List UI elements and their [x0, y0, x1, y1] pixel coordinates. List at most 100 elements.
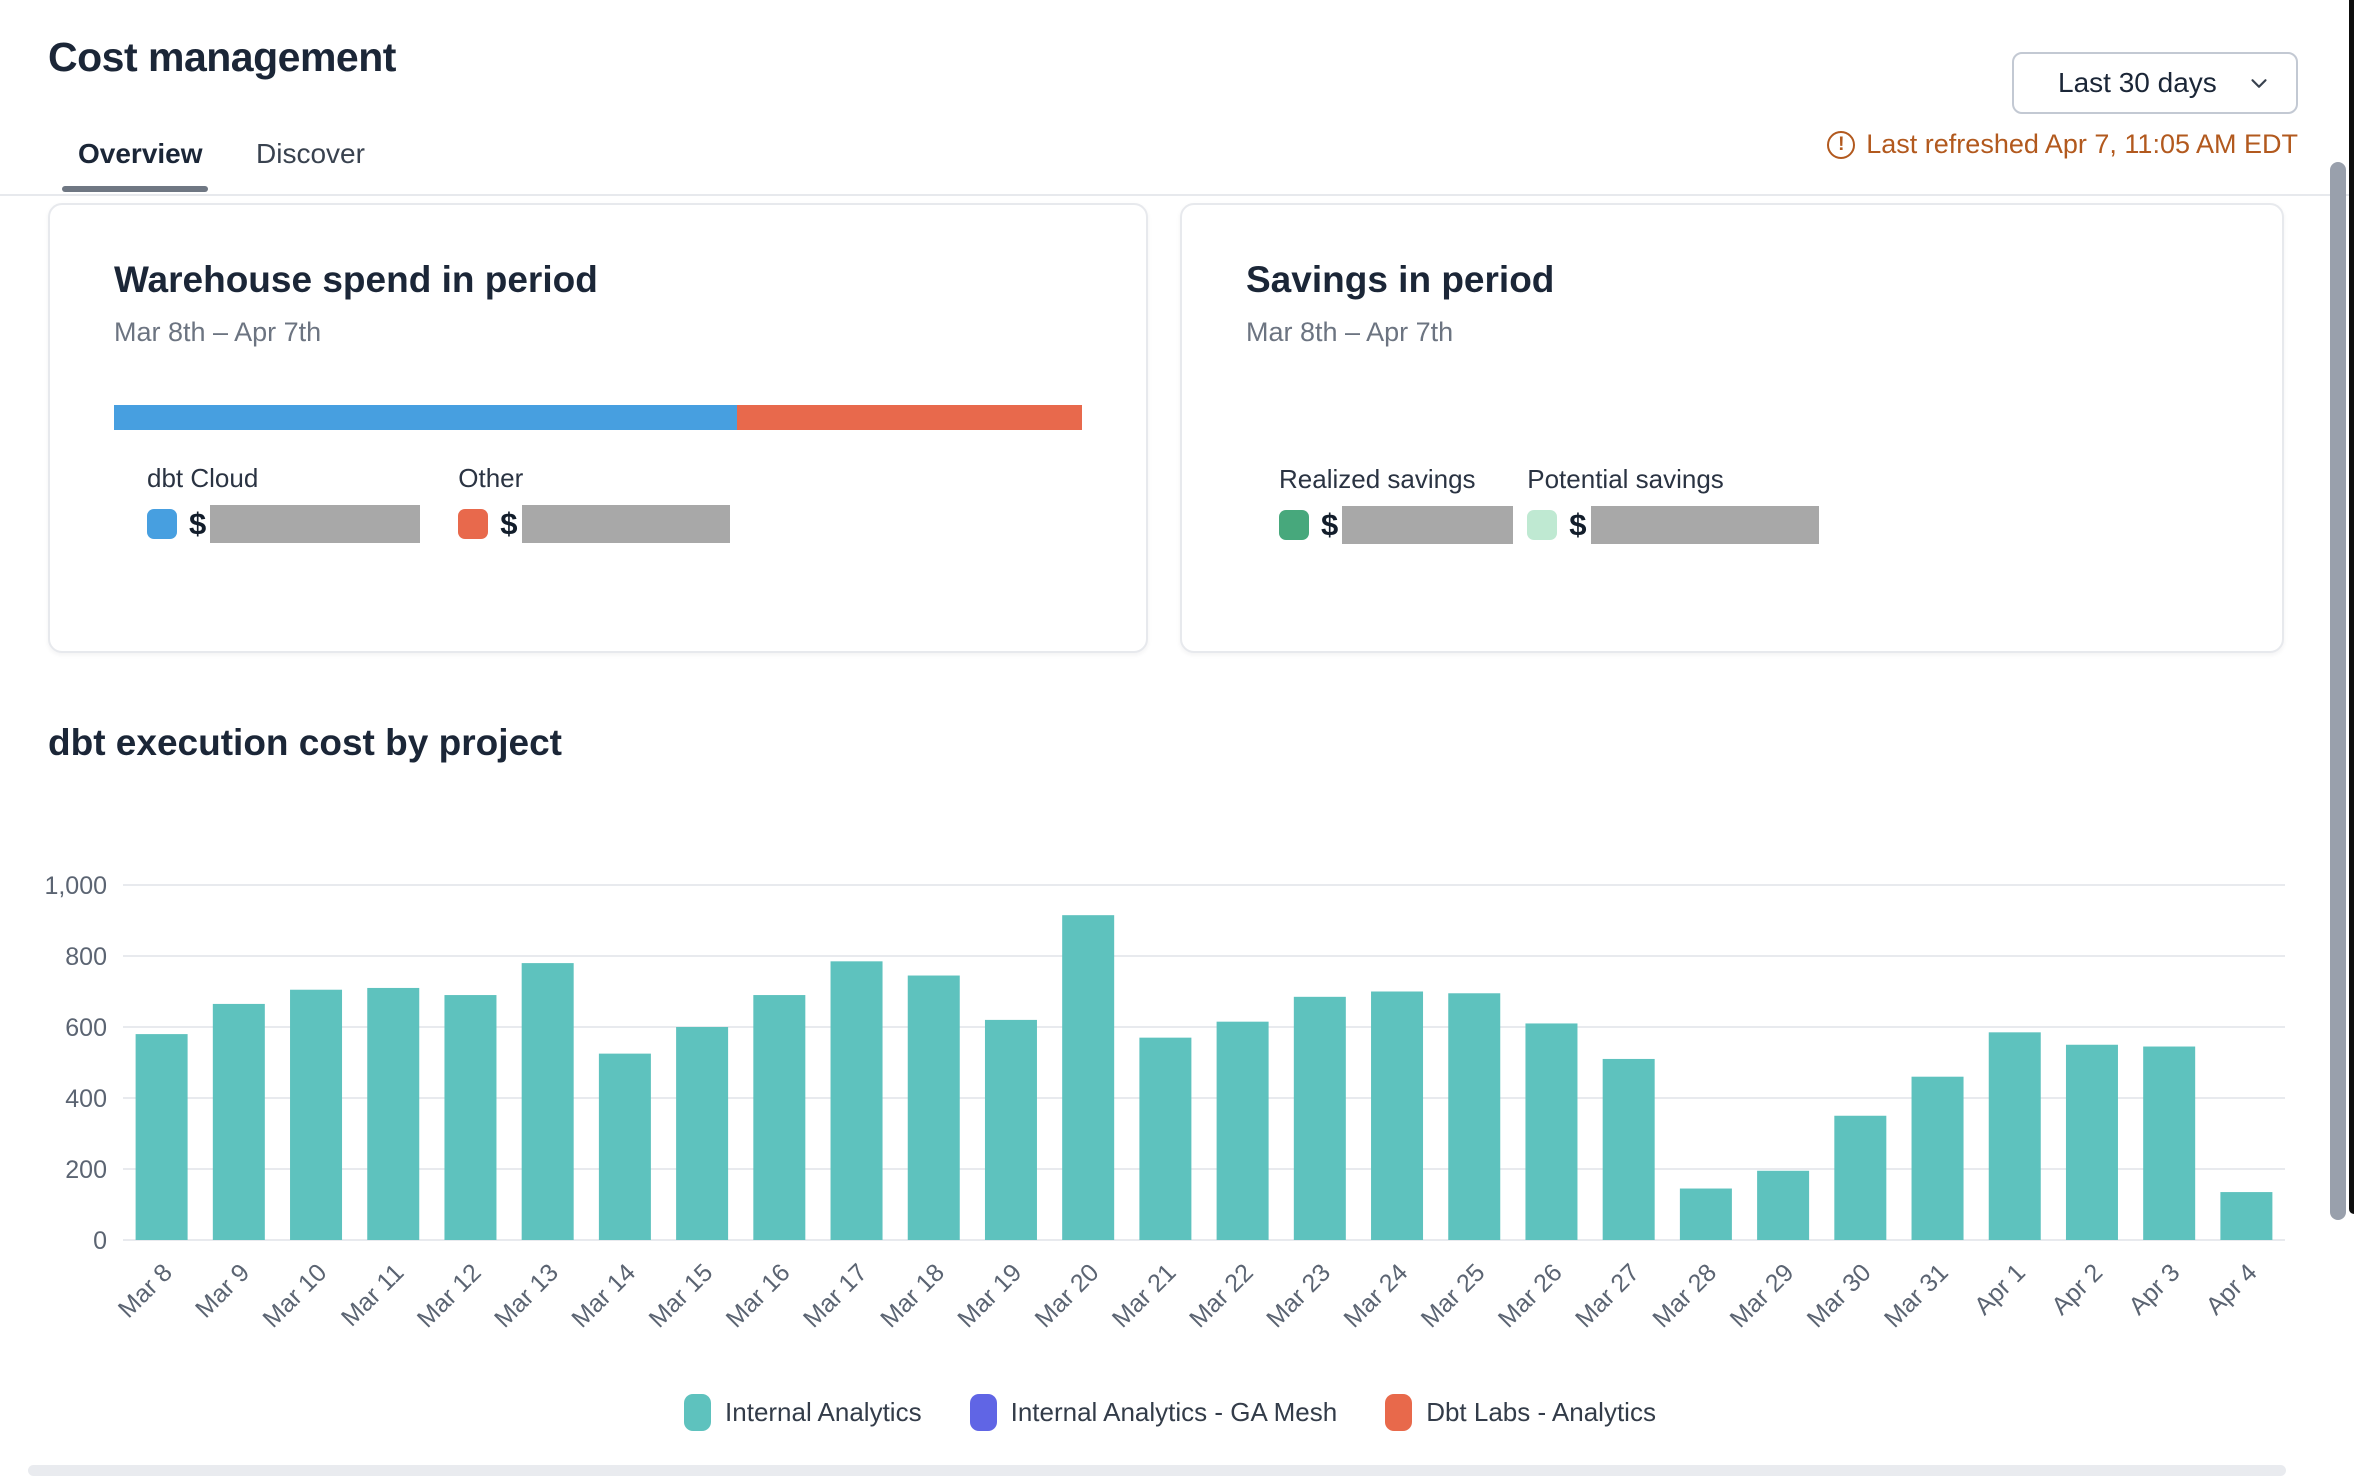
chart-bar[interactable]: [830, 961, 883, 1240]
execution-cost-bar-chart: 0 200 400 600 800 1,000 Mar 8 Mar 9 Mar 10 Mar 11…: [44, 872, 2285, 1333]
tab-bar: Overview Discover: [0, 130, 2349, 196]
tab-discover[interactable]: Discover: [256, 138, 365, 169]
chart-bar[interactable]: [598, 1053, 651, 1240]
chart-bar[interactable]: [676, 1027, 729, 1240]
chart-bar[interactable]: [1062, 915, 1115, 1240]
legend-color-swatch: [147, 509, 177, 539]
chart-bar[interactable]: [1448, 993, 1501, 1240]
chart-bar[interactable]: [1834, 1115, 1887, 1240]
chart-bar[interactable]: [521, 963, 574, 1240]
redacted-value: [210, 505, 421, 543]
chart-bar[interactable]: [1216, 1021, 1269, 1240]
savings-card: Savings in period Mar 8th – Apr 7th Real…: [1180, 203, 2284, 653]
chart-bar[interactable]: [444, 995, 497, 1240]
x-axis-tick-label: Apr 3: [2123, 1258, 2185, 1320]
chart-bar[interactable]: [1293, 996, 1346, 1240]
x-axis-tick-label: Mar 24: [1338, 1258, 1413, 1333]
chart-legend-item[interactable]: Dbt Labs - Analytics: [1385, 1394, 1656, 1431]
x-axis-tick-label: Mar 12: [412, 1258, 487, 1333]
legend-color-swatch: [1385, 1394, 1413, 1431]
chart-bar[interactable]: [1911, 1076, 1964, 1240]
alert-circle-icon: !: [1827, 130, 1856, 159]
y-axis-tick-label: 800: [65, 943, 107, 971]
x-axis-tick-label: Apr 4: [2201, 1258, 2263, 1320]
warehouse-spend-legend: dbt Cloud $ Other $: [147, 463, 1082, 543]
chart-bar[interactable]: [1139, 1037, 1192, 1240]
chart-bar[interactable]: [1757, 1170, 1810, 1240]
currency-symbol: $: [1569, 507, 1587, 542]
money-legend-group: Other $: [458, 463, 730, 543]
legend-color-swatch: [969, 1394, 997, 1431]
x-axis-tick-label: Mar 28: [1647, 1258, 1722, 1333]
active-tab-underline: [62, 186, 208, 192]
date-range-dropdown[interactable]: Last 30 days: [2012, 52, 2298, 114]
x-axis-tick-label: Mar 19: [952, 1258, 1027, 1333]
chart-bar[interactable]: [212, 1003, 265, 1240]
money-legend-label: dbt Cloud: [147, 463, 259, 493]
legend-label: Internal Analytics - GA Mesh: [1010, 1397, 1338, 1427]
savings-card-period: Mar 8th – Apr 7th: [1246, 317, 1454, 347]
warehouse-card-period: Mar 8th – Apr 7th: [114, 317, 322, 347]
x-axis-tick-label: Mar 10: [257, 1258, 332, 1333]
vertical-scrollbar-thumb[interactable]: [2330, 162, 2346, 1220]
x-axis-tick-label: Mar 25: [1416, 1258, 1491, 1333]
legend-label: Dbt Labs - Analytics: [1426, 1397, 1656, 1427]
chart-bar[interactable]: [984, 1019, 1037, 1240]
chart-bar[interactable]: [367, 987, 420, 1240]
x-axis-tick-label: Mar 17: [798, 1258, 873, 1333]
x-axis-tick-label: Mar 21: [1107, 1258, 1182, 1333]
redacted-value: [1590, 506, 1819, 544]
legend-color-swatch: [1279, 510, 1309, 540]
chart-title: dbt execution cost by project: [48, 722, 562, 763]
chart-bar[interactable]: [135, 1034, 188, 1240]
x-axis-tick-label: Mar 9: [190, 1258, 255, 1323]
x-axis-tick-label: Mar 18: [875, 1258, 950, 1333]
chart-bar[interactable]: [1525, 1023, 1578, 1240]
chart-bar[interactable]: [2220, 1192, 2273, 1240]
stacked-bar-segment: [737, 405, 1082, 430]
x-axis-tick-label: Mar 22: [1184, 1258, 1259, 1333]
warehouse-card-title: Warehouse spend in period: [114, 259, 598, 300]
x-axis-tick-label: Mar 20: [1030, 1258, 1105, 1333]
currency-symbol: $: [189, 506, 207, 541]
legend-color-swatch: [1527, 510, 1558, 540]
x-axis-tick-label: Mar 15: [644, 1258, 719, 1333]
chart-legend: Internal Analytics Internal Analytics - G…: [40, 1394, 2300, 1431]
currency-symbol: $: [500, 506, 518, 541]
chart-bar[interactable]: [753, 995, 806, 1240]
money-legend-label: Realized savings: [1279, 464, 1476, 494]
redacted-value: [521, 505, 730, 543]
x-axis-tick-label: Mar 29: [1725, 1258, 1800, 1333]
chart-bar[interactable]: [907, 975, 960, 1240]
legend-color-swatch: [684, 1394, 712, 1431]
redacted-value: [1342, 506, 1514, 544]
chart-bar[interactable]: [290, 989, 343, 1240]
chart-bar[interactable]: [2065, 1044, 2118, 1240]
x-axis-tick-label: Mar 27: [1570, 1258, 1645, 1333]
chart-bar[interactable]: [1602, 1058, 1655, 1240]
chart-bar[interactable]: [1679, 1188, 1732, 1240]
x-axis-tick-label: Mar 16: [721, 1258, 796, 1333]
money-legend-label: Potential savings: [1527, 464, 1724, 494]
tab-overview[interactable]: Overview: [78, 138, 203, 169]
chart-bar[interactable]: [2143, 1046, 2196, 1240]
money-legend-label: Other: [458, 463, 524, 493]
y-axis-tick-label: 200: [65, 1156, 107, 1184]
legend-label: Internal Analytics: [725, 1397, 922, 1427]
x-axis-tick-label: Mar 11: [336, 1258, 410, 1332]
currency-symbol: $: [1321, 507, 1339, 542]
x-axis-tick-label: Mar 14: [566, 1258, 641, 1333]
chevron-down-icon: [2251, 79, 2267, 88]
y-axis-tick-label: 1,000: [44, 872, 107, 900]
chart-legend-item[interactable]: Internal Analytics - GA Mesh: [969, 1394, 1338, 1431]
x-axis-tick-label: Mar 13: [489, 1258, 564, 1333]
window-edge-strip: [2349, 0, 2354, 1214]
money-legend-group: dbt Cloud $: [147, 463, 421, 543]
legend-color-swatch: [458, 509, 489, 539]
horizontal-scrollbar-track[interactable]: [28, 1465, 2286, 1476]
chart-bar[interactable]: [1988, 1032, 2041, 1240]
warehouse-spend-card: Warehouse spend in period Mar 8th – Apr …: [48, 203, 1148, 653]
chart-legend-item[interactable]: Internal Analytics: [684, 1394, 922, 1431]
chart-bar[interactable]: [1371, 991, 1424, 1241]
